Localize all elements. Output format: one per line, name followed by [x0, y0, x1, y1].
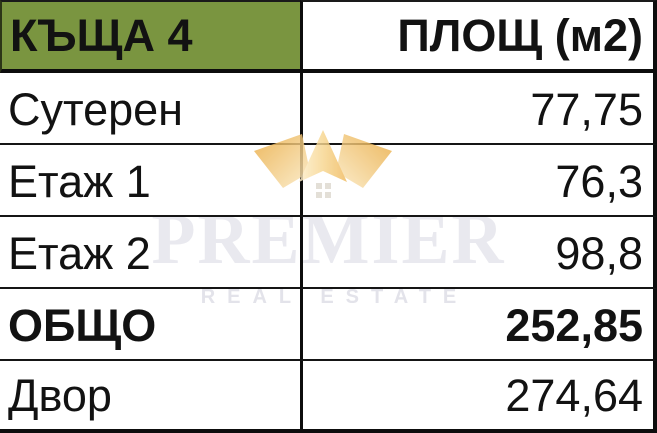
row-label-cell: ОБЩО: [0, 289, 300, 361]
row-value-cell: 76,3: [300, 145, 657, 217]
row-value-cell: 77,75: [300, 73, 657, 145]
row-value-cell: 274,64: [300, 361, 657, 433]
table-header-house: КЪЩА 4: [0, 0, 300, 73]
row-label-cell: Етаж 2: [0, 217, 300, 289]
row-label-cell: Сутерен: [0, 73, 300, 145]
row-value-cell: 252,85: [300, 289, 657, 361]
table-header-area: ПЛОЩ (м2): [300, 0, 657, 73]
row-value-cell: 98,8: [300, 217, 657, 289]
row-label-cell: Етаж 1: [0, 145, 300, 217]
row-label-cell: Двор: [0, 361, 300, 433]
